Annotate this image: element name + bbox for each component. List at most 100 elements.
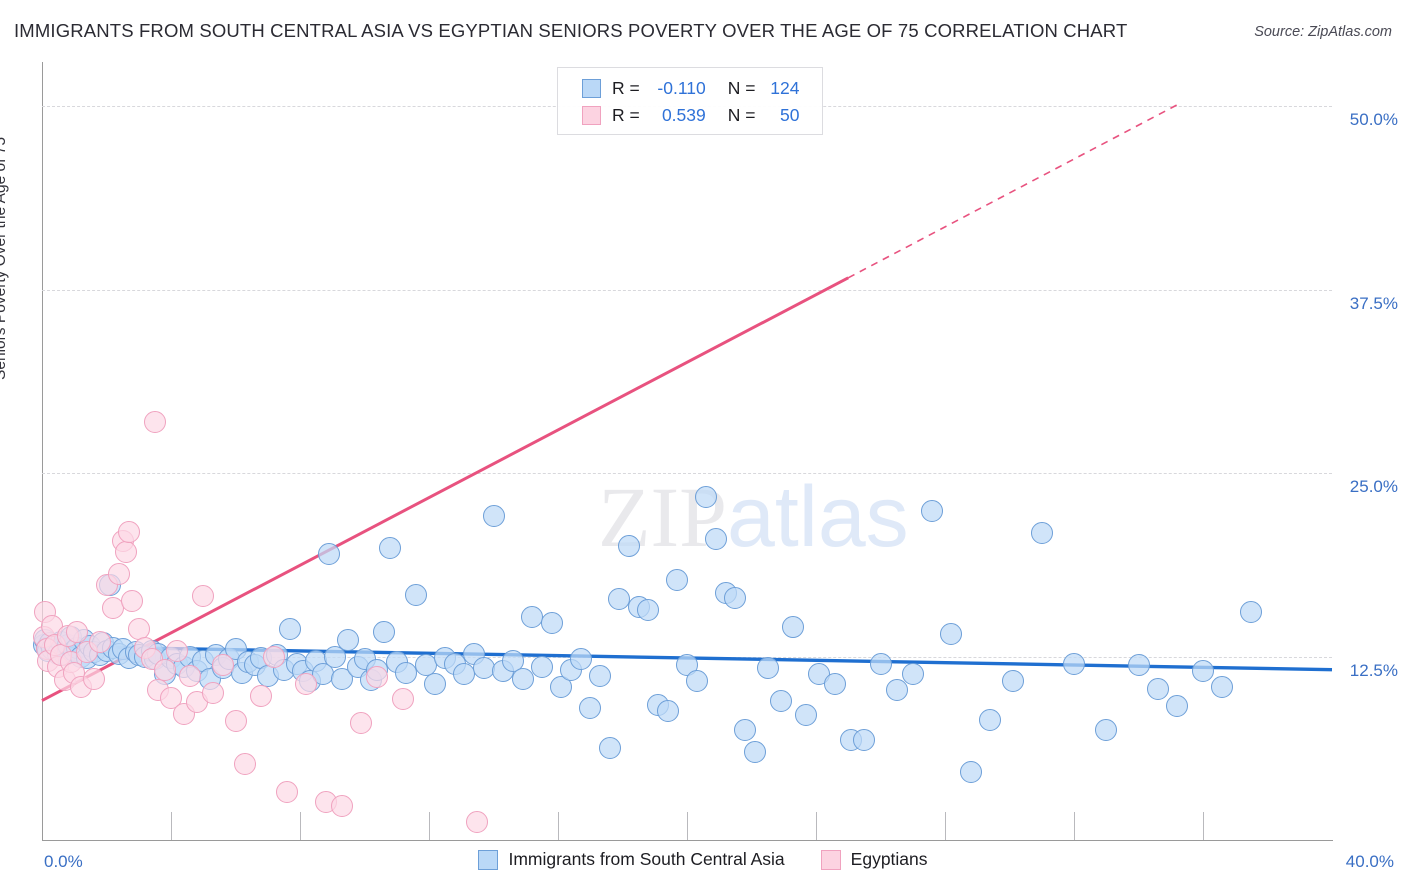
scatter-point-blue bbox=[1146, 677, 1169, 700]
x-axis-max-label: 40.0% bbox=[1345, 852, 1394, 871]
scatter-point-blue bbox=[795, 704, 818, 727]
legend-label-immigrants: Immigrants from South Central Asia bbox=[508, 849, 785, 869]
legend-swatch-pink-icon bbox=[820, 849, 841, 870]
scatter-point-blue bbox=[521, 605, 544, 628]
scatter-point-pink bbox=[330, 795, 353, 818]
scatter-point-pink bbox=[118, 520, 141, 543]
scatter-point-blue bbox=[869, 652, 892, 675]
scatter-point-pink bbox=[201, 682, 224, 705]
scatter-point-pink bbox=[121, 589, 144, 612]
scatter-point-pink bbox=[179, 664, 202, 687]
x-axis-tick bbox=[171, 812, 172, 840]
scatter-point-pink bbox=[66, 620, 89, 643]
legend-swatch-blue-icon bbox=[478, 849, 499, 870]
scatter-point-blue bbox=[885, 679, 908, 702]
scatter-point-blue bbox=[769, 689, 792, 712]
scatter-point-pink bbox=[366, 666, 389, 689]
scatter-point-blue bbox=[656, 699, 679, 722]
y-axis-title: Seniors Poverty Over the Age of 75 bbox=[0, 137, 9, 380]
scatter-point-pink bbox=[108, 563, 131, 586]
legend-item-egyptians[interactable]: Egyptians bbox=[820, 849, 928, 870]
correlation-stats-legend: R = -0.110 N = 124 R = 0.539 N = 50 bbox=[557, 67, 823, 135]
stat-n-key-pink: N = bbox=[727, 105, 756, 125]
scatter-point-pink bbox=[466, 811, 489, 834]
scatter-point-blue bbox=[756, 657, 779, 680]
x-axis-line bbox=[42, 840, 1333, 841]
scatter-point-pink bbox=[143, 410, 166, 433]
x-axis-tick bbox=[1203, 812, 1204, 840]
scatter-point-blue bbox=[724, 586, 747, 609]
legend-item-immigrants[interactable]: Immigrants from South Central Asia bbox=[478, 849, 785, 870]
scatter-point-blue bbox=[824, 673, 847, 696]
scatter-point-blue bbox=[940, 623, 963, 646]
x-axis-tick bbox=[429, 812, 430, 840]
scatter-point-blue bbox=[921, 500, 944, 523]
scatter-point-blue bbox=[695, 485, 718, 508]
gridline bbox=[42, 473, 1332, 475]
scatter-point-pink bbox=[160, 686, 182, 709]
scatter-point-blue bbox=[324, 645, 347, 668]
scatter-point-blue bbox=[405, 583, 428, 606]
scatter-point-blue bbox=[588, 664, 611, 687]
x-axis-tick bbox=[558, 812, 559, 840]
scatter-point-blue bbox=[530, 655, 553, 678]
x-axis-min-label: 0.0% bbox=[44, 852, 83, 871]
scatter-point-pink bbox=[295, 673, 318, 696]
scatter-point-blue bbox=[395, 661, 418, 684]
scatter-point-blue bbox=[782, 616, 805, 639]
stat-n-key-blue: N = bbox=[727, 78, 756, 98]
stat-row-blue: R = -0.110 N = 124 bbox=[582, 75, 822, 102]
scatter-point-blue bbox=[579, 696, 602, 719]
scatter-point-blue bbox=[501, 649, 524, 672]
scatter-point-blue bbox=[1166, 695, 1189, 718]
scatter-point-blue bbox=[482, 504, 505, 527]
scatter-point-blue bbox=[1127, 654, 1150, 677]
scatter-point-blue bbox=[743, 740, 766, 763]
scatter-point-blue bbox=[1063, 652, 1085, 675]
scatter-point-blue bbox=[637, 598, 660, 621]
scatter-point-blue bbox=[734, 718, 757, 741]
stat-r-value-pink: 0.539 bbox=[661, 105, 706, 125]
stat-row-pink: R = 0.539 N = 50 bbox=[582, 102, 822, 129]
stat-n-value-pink: 50 bbox=[780, 105, 800, 125]
plot-area: ZIPatlas bbox=[32, 62, 1333, 840]
scatter-point-pink bbox=[153, 658, 176, 681]
scatter-point-blue bbox=[685, 670, 708, 693]
y-axis-line bbox=[42, 62, 43, 840]
scatter-point-blue bbox=[1095, 718, 1118, 741]
scatter-point-blue bbox=[511, 667, 534, 690]
y-axis-label: 37.5% bbox=[1349, 293, 1398, 313]
series-legend: Immigrants from South Central Asia Egypt… bbox=[0, 849, 1406, 870]
scatter-point-pink bbox=[250, 685, 273, 708]
scatter-point-blue bbox=[424, 673, 447, 696]
scatter-point-blue bbox=[959, 761, 982, 784]
stat-r-key-pink: R = bbox=[612, 105, 640, 125]
scatter-point-blue bbox=[1030, 522, 1053, 545]
scatter-point-blue bbox=[853, 729, 876, 752]
scatter-point-blue bbox=[569, 648, 592, 671]
scatter-point-pink bbox=[211, 654, 234, 677]
source-label: Source: ZipAtlas.com bbox=[1254, 24, 1392, 40]
scatter-point-pink bbox=[263, 645, 286, 668]
series-swatch-pink-icon bbox=[582, 106, 601, 125]
stat-r-key-blue: R = bbox=[612, 78, 640, 98]
scatter-point-blue bbox=[337, 629, 360, 652]
scatter-point-pink bbox=[224, 710, 247, 733]
x-axis-tick bbox=[1074, 812, 1075, 840]
scatter-point-blue bbox=[372, 620, 395, 643]
gridline bbox=[42, 289, 1332, 291]
y-axis-label: 12.5% bbox=[1349, 660, 1398, 680]
scatter-point-pink bbox=[234, 752, 257, 775]
scatter-point-blue bbox=[330, 667, 353, 690]
scatter-point-blue bbox=[666, 569, 689, 592]
scatter-point-pink bbox=[89, 630, 112, 653]
scatter-point-blue bbox=[705, 528, 728, 551]
scatter-point-pink bbox=[166, 639, 189, 662]
legend-label-egyptians: Egyptians bbox=[850, 849, 928, 869]
scatter-point-pink bbox=[114, 541, 137, 564]
scatter-point-blue bbox=[1192, 660, 1214, 683]
scatter-point-blue bbox=[550, 676, 573, 699]
y-axis-label: 50.0% bbox=[1349, 110, 1398, 130]
trendline-pink bbox=[41, 276, 849, 702]
scatter-point-blue bbox=[279, 617, 302, 640]
